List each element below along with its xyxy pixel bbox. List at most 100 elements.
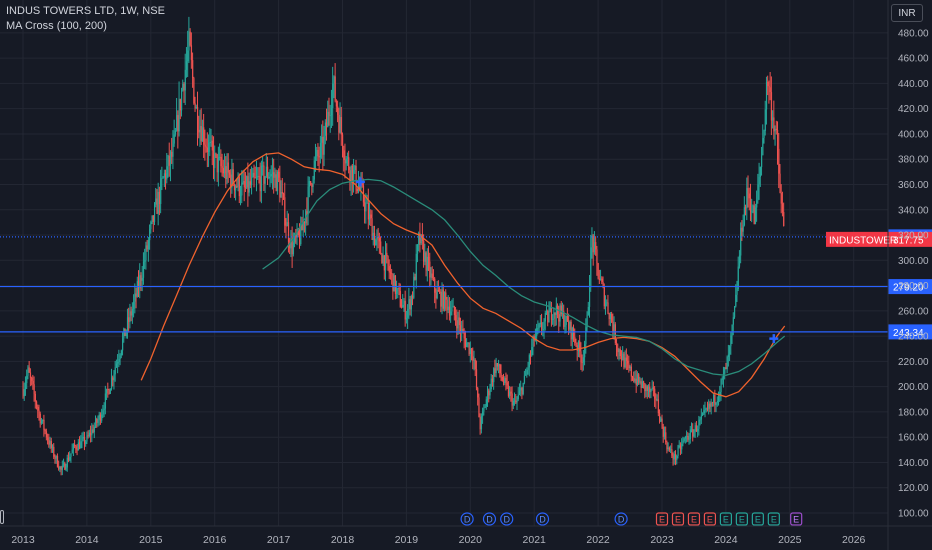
candle-body (560, 305, 562, 315)
candle-body (783, 212, 785, 227)
earnings-marker[interactable] (790, 512, 803, 526)
candle-body (715, 402, 717, 405)
earnings-marker[interactable] (703, 512, 717, 526)
candle-body (550, 306, 553, 320)
candle-body (235, 185, 237, 191)
price-tick-label: 400.00 (898, 129, 929, 140)
candle-body (294, 234, 296, 243)
candle-body (778, 148, 780, 174)
candle-body (86, 435, 88, 442)
candle-body (651, 387, 653, 390)
candle-body (512, 400, 515, 406)
candle-body (625, 357, 628, 361)
candle-body (355, 165, 357, 189)
candle-body (43, 419, 45, 430)
scroll-handle[interactable] (0, 510, 4, 524)
candle-body (27, 367, 29, 376)
candle-body (65, 467, 67, 470)
candle-body (627, 360, 629, 364)
candle-body (109, 388, 111, 394)
candle-body (677, 447, 679, 456)
candle-body (412, 296, 414, 298)
candle-body (348, 157, 350, 171)
indicator-title[interactable]: MA Cross (100, 200) (6, 20, 107, 32)
candle-body (279, 177, 281, 198)
candle-body (400, 306, 403, 308)
dividend-marker[interactable] (535, 512, 550, 526)
dividend-marker[interactable] (460, 512, 474, 526)
dividend-marker[interactable] (482, 512, 497, 526)
earnings-marker[interactable] (671, 512, 685, 526)
chart-legend: INDUS TOWERS LTD, 1W, NSE MA Cross (100,… (6, 4, 165, 34)
candle-body (93, 426, 95, 433)
candle-body (56, 455, 59, 467)
candle-body (566, 315, 569, 322)
candle-body (133, 301, 135, 309)
candle-body (575, 342, 577, 346)
candle-body (644, 383, 646, 392)
candle-body (467, 342, 469, 344)
earnings-marker[interactable] (735, 512, 748, 526)
earnings-marker[interactable] (655, 512, 669, 526)
candle-body (66, 457, 68, 468)
candle-body (42, 419, 44, 422)
candle-body (37, 406, 39, 411)
candle-body (38, 410, 40, 414)
candle-body (50, 441, 52, 449)
candle-body (673, 454, 675, 460)
candle-body (436, 289, 438, 299)
last-price-tag (826, 231, 932, 247)
candle-body (464, 338, 467, 347)
candle-body (565, 315, 567, 325)
candle-body (545, 311, 548, 313)
candle-body (149, 229, 151, 241)
candle-body (190, 45, 193, 61)
candle-body (695, 425, 698, 432)
candle-body (505, 378, 507, 383)
candle-body (603, 286, 605, 307)
candle-body (694, 425, 696, 432)
candle-body (482, 411, 484, 417)
candle-body (174, 130, 177, 135)
candle-body (693, 431, 695, 437)
candle-body (203, 127, 205, 145)
time-tick-label: 2026 (842, 534, 866, 546)
dividend-marker[interactable] (614, 512, 628, 526)
earnings-marker[interactable] (687, 512, 701, 526)
candle-body (437, 289, 440, 292)
candle-body (211, 140, 213, 151)
candle-body (706, 408, 709, 410)
candle-body (501, 376, 503, 381)
candle-body (485, 399, 487, 407)
candle-body (636, 374, 639, 385)
candle-body (601, 278, 603, 282)
candle-body (110, 377, 113, 389)
dividend-marker[interactable] (500, 512, 514, 526)
candle-body (527, 367, 529, 370)
candle-body (113, 374, 115, 381)
candle-body (667, 447, 669, 450)
price-tick-label: 440.00 (898, 79, 929, 90)
earnings-marker[interactable] (751, 512, 764, 526)
candle-body (520, 387, 522, 391)
candle-body (772, 117, 774, 121)
candle-body (118, 359, 120, 362)
earnings-marker[interactable] (719, 512, 733, 526)
candle-body (672, 455, 674, 460)
candle-body (774, 128, 776, 132)
symbol-title[interactable]: INDUS TOWERS LTD, 1W, NSE (6, 5, 165, 17)
candle-body (654, 388, 656, 399)
earnings-marker[interactable] (767, 512, 780, 526)
candle-body (471, 348, 473, 357)
currency-button[interactable]: INR (891, 4, 923, 22)
candle-body (704, 408, 706, 411)
candle-body (162, 177, 164, 179)
candle-body (135, 293, 137, 297)
price-tick-label: 280.00 (898, 281, 929, 292)
candle-body (670, 449, 672, 451)
candle-body (516, 399, 518, 403)
candle-body (459, 325, 462, 333)
